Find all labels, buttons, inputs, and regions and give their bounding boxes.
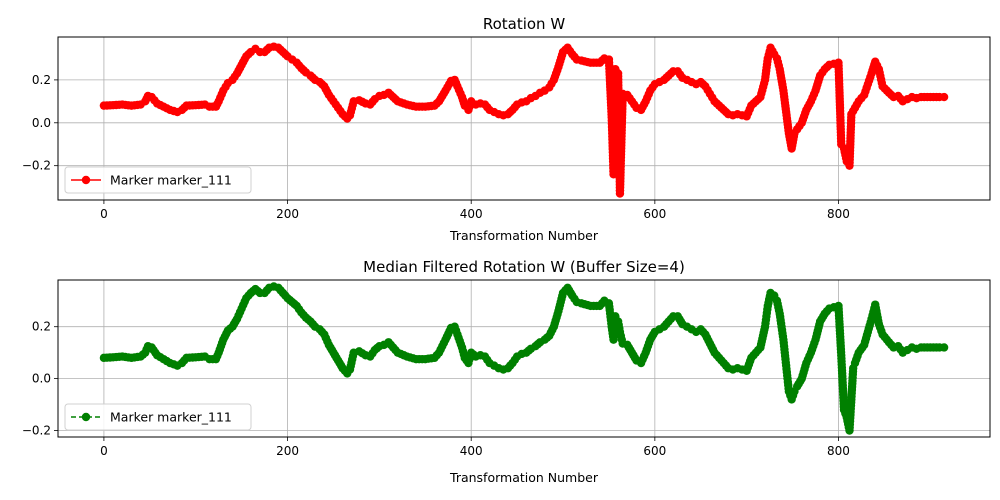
legend-marker-sample [81, 175, 91, 185]
x-tick-label: 400 [460, 444, 483, 458]
legend: Marker marker_111 [64, 166, 252, 194]
legend-label: Marker marker_111 [110, 410, 232, 425]
x-tick-label: 0 [100, 444, 108, 458]
chart-panel-median-filtered: 0 200 400 600 800 −0.2 0.0 0.2 Median Filtered R… [22, 258, 991, 485]
axes-frame [57, 279, 991, 438]
x-tick-label: 200 [276, 444, 299, 458]
y-tick-label: 0.2 [32, 73, 51, 87]
data-point [939, 343, 949, 352]
y-tick-label: 0.0 [32, 116, 51, 130]
legend-marker-sample [81, 412, 91, 422]
x-tick-label: 400 [460, 207, 483, 221]
chart-title: Median Filtered Rotation W (Buffer Size=… [363, 258, 685, 276]
series-markers [99, 42, 949, 198]
x-axis-label: Transformation Number [449, 470, 599, 485]
legend-box [64, 403, 252, 431]
x-tick-label: 600 [643, 444, 666, 458]
x-tick-label: 600 [643, 207, 666, 221]
y-tick-label: 0.0 [32, 372, 51, 386]
x-tick-label: 800 [827, 444, 850, 458]
legend: Marker marker_111 [64, 403, 252, 431]
chart-title: Rotation W [483, 15, 566, 33]
x-tick-label: 200 [276, 207, 299, 221]
series-markers [99, 282, 949, 435]
x-tick-label: 0 [100, 207, 108, 221]
y-tick-label: −0.2 [22, 159, 51, 173]
x-tick-label: 800 [827, 207, 850, 221]
legend-box [64, 166, 252, 194]
legend-label: Marker marker_111 [110, 173, 232, 188]
axes-frame [57, 36, 991, 201]
y-tick-label: −0.2 [22, 424, 51, 438]
data-point [939, 92, 949, 102]
chart-panel-rotation-w: 0 200 400 600 800 −0.2 0.0 0.2 Rotation W Transfo… [22, 15, 991, 243]
y-tick-label: 0.2 [32, 320, 51, 334]
x-axis-label: Transformation Number [449, 228, 599, 243]
